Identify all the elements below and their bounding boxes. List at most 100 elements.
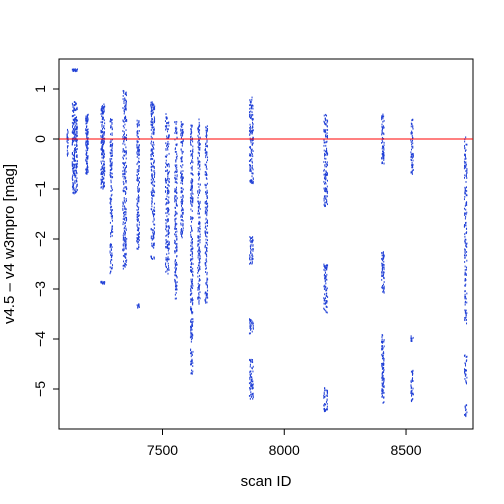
data-point xyxy=(72,106,74,108)
data-point xyxy=(176,157,178,160)
data-point xyxy=(150,140,152,143)
data-point xyxy=(153,194,155,197)
data-point xyxy=(110,179,112,182)
data-point xyxy=(103,131,105,134)
data-point xyxy=(382,372,384,374)
data-point xyxy=(199,230,201,233)
data-point xyxy=(198,249,200,251)
data-point xyxy=(411,394,413,397)
data-point xyxy=(198,176,200,179)
data-point xyxy=(174,200,176,203)
data-point xyxy=(102,116,104,119)
data-point xyxy=(383,273,385,276)
data-point xyxy=(190,327,192,330)
data-point xyxy=(326,295,328,297)
data-point xyxy=(125,190,127,193)
data-point xyxy=(153,217,155,220)
data-point xyxy=(325,277,327,279)
data-point xyxy=(251,256,253,259)
data-point xyxy=(190,225,192,227)
data-point xyxy=(167,246,169,249)
data-point xyxy=(252,126,254,129)
data-point xyxy=(410,132,412,135)
data-point xyxy=(110,254,112,256)
data-point xyxy=(76,132,78,135)
data-point xyxy=(122,125,124,127)
data-point xyxy=(204,263,206,266)
data-point xyxy=(465,254,467,257)
data-point xyxy=(86,172,88,175)
data-point xyxy=(252,321,254,324)
data-point xyxy=(191,191,193,194)
data-point xyxy=(76,125,78,128)
data-point xyxy=(174,174,176,177)
data-point xyxy=(125,117,127,120)
data-point xyxy=(206,125,208,128)
data-point xyxy=(73,174,75,176)
data-point xyxy=(166,258,168,261)
data-point xyxy=(110,254,112,257)
data-point xyxy=(197,256,199,259)
data-point xyxy=(199,216,201,219)
data-point xyxy=(411,371,413,374)
data-point xyxy=(205,267,207,270)
data-point xyxy=(251,111,253,114)
data-point xyxy=(324,201,326,204)
data-point xyxy=(197,229,199,231)
data-point xyxy=(251,158,253,160)
data-point xyxy=(249,138,251,141)
data-point xyxy=(381,338,383,341)
data-point xyxy=(382,402,384,404)
data-point xyxy=(191,326,193,329)
data-point xyxy=(251,139,253,142)
data-point xyxy=(464,303,466,306)
data-point xyxy=(464,189,466,191)
data-point xyxy=(101,107,103,109)
data-point xyxy=(381,130,383,133)
data-point xyxy=(74,68,76,71)
data-point xyxy=(381,118,383,121)
data-point xyxy=(122,238,124,241)
data-point xyxy=(463,145,465,147)
data-point xyxy=(382,390,384,393)
data-point xyxy=(175,281,177,284)
data-point xyxy=(167,128,169,131)
points-layer xyxy=(66,68,468,418)
data-point xyxy=(192,155,194,157)
data-point xyxy=(182,195,184,197)
data-point xyxy=(382,115,384,118)
data-point xyxy=(174,127,176,130)
y-tick-label: 0 xyxy=(32,135,48,143)
data-point xyxy=(137,200,139,202)
data-point xyxy=(73,111,75,114)
data-point xyxy=(464,195,466,198)
data-point xyxy=(181,180,183,183)
data-point xyxy=(124,252,126,255)
data-point xyxy=(325,282,327,285)
data-point xyxy=(191,204,193,207)
data-point xyxy=(181,191,183,193)
data-point xyxy=(325,170,327,173)
data-point xyxy=(205,300,207,302)
data-point xyxy=(166,241,168,243)
data-point xyxy=(167,209,169,212)
data-point xyxy=(383,147,385,150)
data-point xyxy=(150,121,152,124)
data-point xyxy=(174,177,176,179)
data-point xyxy=(101,147,103,149)
data-point xyxy=(325,289,327,292)
data-point xyxy=(249,114,251,116)
data-point xyxy=(66,149,68,152)
data-point xyxy=(326,172,328,175)
data-point xyxy=(182,133,184,136)
data-point xyxy=(153,126,155,129)
data-point xyxy=(326,399,328,402)
data-point xyxy=(100,178,102,181)
data-point xyxy=(199,255,201,258)
data-point xyxy=(190,362,192,365)
data-point xyxy=(199,239,201,241)
data-point xyxy=(123,215,125,218)
data-point xyxy=(66,145,68,148)
data-point xyxy=(151,110,153,112)
data-point xyxy=(122,205,124,208)
